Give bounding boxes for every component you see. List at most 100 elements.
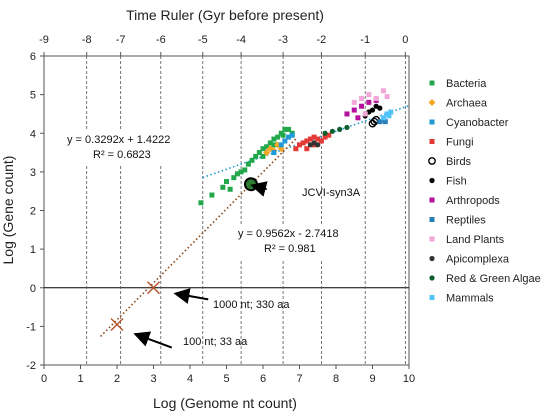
x-axis-title: Log (Genome nt count) [153,395,297,411]
data-point [224,179,229,185]
data-point [293,146,299,152]
legend-label: Apicomplexa [446,254,510,266]
cross-marker [147,281,160,295]
fit-equation: y = 0.3292x + 1.4222 [67,134,170,146]
legend-marker [429,119,435,125]
x-tick-label: 2 [114,373,120,385]
data-point [388,109,394,115]
data-point [289,132,295,138]
legend-label: Birds [446,156,472,168]
annotation-arrow [173,288,209,304]
data-point [280,132,286,138]
legend-label: Land Plants [446,234,505,246]
y-tick-label: 1 [30,244,36,256]
data-point [271,150,277,156]
data-point [373,95,379,101]
top-axis-title: Time Ruler (Gyr before present) [126,7,324,23]
data-point [267,140,273,146]
legend-marker [429,275,435,281]
y-tick-label: 4 [30,128,36,140]
data-point [329,128,335,134]
data-point [234,171,240,177]
fit-r-squared: R² = 0.6823 [93,149,151,161]
annotation-arrow [250,181,268,197]
top-tick-label: -8 [82,34,92,46]
data-point [380,88,386,94]
data-point [311,134,317,140]
annotation-arrow [133,331,173,349]
x-tick-label: 5 [223,373,229,385]
annotation-label: JCVI-syn3A [302,187,361,199]
data-point [300,140,306,146]
data-point [242,167,248,173]
jcvi-point [243,177,258,192]
y-tick-label: 5 [30,90,36,102]
data-point [297,142,302,148]
legend-label: Arthropods [446,195,500,207]
top-tick-label: -3 [278,34,288,46]
data-point [282,138,288,144]
top-tick-label: -5 [198,34,208,46]
top-tick-label: -6 [156,34,166,46]
data-point [256,150,262,156]
x-tick-label: 1 [77,373,83,385]
data-point [326,132,332,138]
legend-label: Fish [446,176,467,188]
x-tick-label: 3 [150,373,156,385]
fit-equation: y = 0.9562x - 2.7418 [238,228,339,240]
data-point [318,138,324,144]
legend-label: Reptiles [446,215,486,227]
legend-marker [429,236,435,242]
x-tick-label: 7 [296,373,302,385]
y-tick-label: -2 [26,360,36,372]
data-point [366,99,372,105]
data-point [263,149,271,157]
data-point [271,136,277,142]
legend-marker [429,197,435,203]
top-tick-label: -2 [317,34,327,46]
data-point [384,94,390,100]
data-point [344,111,350,117]
data-point [231,175,237,181]
data-point [264,144,270,150]
data-point [227,186,233,192]
data-point [315,142,321,148]
annotation-label: 1000 nt; 330 aa [213,299,290,311]
legend-marker [428,99,436,106]
x-tick-label: 9 [369,373,375,385]
data-point [304,138,310,144]
annotation-label: 100 nt; 33 aa [183,336,248,348]
legend-label: Bacteria [446,78,487,90]
data-point [275,134,281,140]
data-point [386,113,392,119]
y-tick-label: 6 [30,51,36,63]
legend-marker [428,157,436,165]
equation-background [65,131,183,165]
data-point [355,115,361,121]
x-tick-label: 4 [187,373,193,385]
top-tick-label: -7 [116,34,126,46]
legend-marker [429,177,435,184]
fit-r-squared: R² = 0.981 [264,243,316,255]
x-tick-label: 0 [41,373,47,385]
data-point [260,146,266,152]
data-point [337,126,343,132]
data-point [322,130,328,136]
data-point [260,153,266,159]
y-axis-title: Log (Gene count) [0,156,16,265]
data-point [304,146,310,152]
x-tick-label: 10 [403,373,415,385]
data-point [377,119,383,125]
data-point [351,107,357,113]
data-point [315,136,321,142]
legend-marker [429,255,435,262]
data-point [278,142,284,148]
top-tick-label: -4 [236,34,246,46]
top-tick-label: -1 [360,34,370,46]
data-point [307,136,313,142]
legend-label: Archaea [446,98,488,110]
legend: Bacteria Archaea Cyanobacter Fungi Birds Fish… [428,78,541,305]
data-point [245,161,251,167]
x-tick-label: 8 [333,373,339,385]
